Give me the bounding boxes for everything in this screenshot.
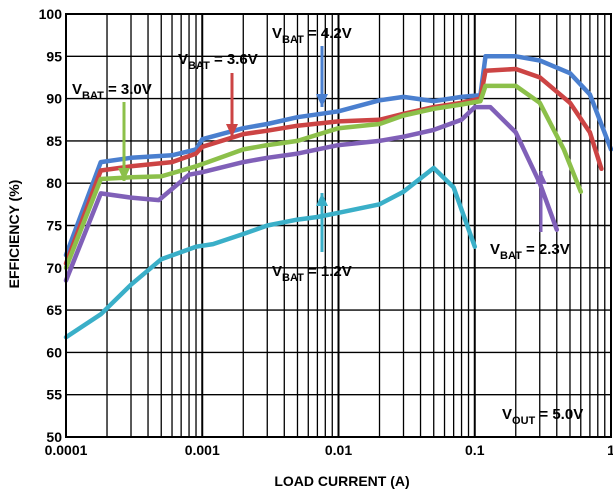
x-axis-title: LOAD CURRENT (A): [274, 473, 409, 489]
y-tick-label: 85: [46, 133, 62, 149]
y-tick-label: 95: [46, 48, 62, 64]
grid-layer: [65, 14, 611, 437]
series-label-3: VBAT = 2.3V: [490, 241, 570, 262]
y-tick-label: 55: [46, 387, 62, 403]
x-tick-label: 1: [607, 442, 613, 458]
tick-layer: 0.0001 0.001 0.01 0.1 1 50 55 60 65 70 75 80 85 90 95 1…: [39, 6, 613, 458]
y-tick-label: 80: [46, 175, 62, 191]
series-label-1: VBAT = 3.6V: [178, 51, 258, 72]
series-label-0: VBAT = 4.2V: [272, 25, 352, 46]
label-layer: VBAT = 4.2V VBAT = 3.6V VBAT = 3.0V VBAT = …: [72, 25, 583, 427]
y-axis-title: EFFICIENCY (%): [6, 180, 22, 289]
annotation-label-0: VOUT = 5.0V: [502, 406, 583, 427]
y-tick-label: 90: [46, 91, 62, 107]
callout-arrow-head: [118, 168, 130, 181]
y-tick-label: 65: [46, 302, 62, 318]
arrow-layer: [118, 46, 547, 252]
series-label-2: VBAT = 3.0V: [72, 81, 152, 102]
plot-frame: [65, 13, 612, 438]
x-tick-label: 0.001: [185, 442, 220, 458]
callout-arrow-head: [316, 94, 328, 107]
x-tick-label: 0.0001: [45, 442, 88, 458]
y-tick-label: 75: [46, 218, 62, 234]
callout-arrow-head: [316, 193, 328, 206]
series-label-4: VBAT = 1.2V: [272, 263, 352, 284]
series-line-2: [63, 83, 584, 271]
y-tick-label: 50: [46, 429, 62, 445]
series-line-1: [63, 66, 604, 266]
x-tick-label: 0.01: [325, 442, 352, 458]
series-line-4: [63, 165, 478, 340]
frame-layer: [65, 13, 612, 438]
x-tick-label: 0.1: [465, 442, 485, 458]
series-layer: [63, 54, 613, 340]
series-line-3: [63, 104, 560, 283]
y-tick-label: 100: [39, 6, 63, 22]
series-line-0: [63, 54, 613, 258]
y-tick-label: 60: [46, 344, 62, 360]
y-tick-label: 70: [46, 260, 62, 276]
callout-arrow-head: [226, 124, 238, 137]
callout-arrow-head: [535, 171, 547, 184]
